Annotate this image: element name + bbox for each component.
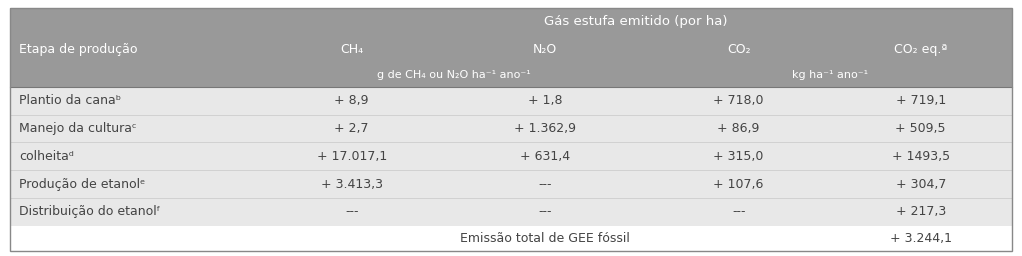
Bar — [10, 8, 261, 36]
Text: Emissão total de GEE fóssil: Emissão total de GEE fóssil — [460, 232, 631, 245]
Text: + 315,0: + 315,0 — [713, 150, 763, 163]
Text: g de CH₄ ou N₂O ha⁻¹ ano⁻¹: g de CH₄ ou N₂O ha⁻¹ ano⁻¹ — [377, 70, 531, 80]
Bar — [261, 36, 443, 63]
Bar — [10, 170, 261, 198]
Text: ---: --- — [344, 206, 359, 218]
Text: Distribuição do etanolᶠ: Distribuição do etanolᶠ — [19, 206, 160, 218]
Text: + 719,1: + 719,1 — [895, 94, 945, 107]
Text: + 631,4: + 631,4 — [520, 150, 570, 163]
Bar — [10, 198, 261, 226]
Bar — [261, 226, 443, 251]
Text: + 1493,5: + 1493,5 — [891, 150, 949, 163]
Text: Gás estufa emitido (por ha): Gás estufa emitido (por ha) — [545, 15, 728, 28]
Text: + 3.244,1: + 3.244,1 — [890, 232, 951, 245]
Bar — [443, 36, 648, 63]
Bar — [648, 226, 830, 251]
Bar — [443, 198, 648, 226]
Bar — [261, 8, 1012, 36]
Bar — [648, 36, 830, 63]
Text: ---: --- — [539, 206, 552, 218]
Text: Etapa de produção: Etapa de produção — [19, 43, 138, 56]
Bar — [261, 198, 443, 226]
Bar — [443, 115, 648, 143]
Bar — [830, 143, 1012, 170]
Text: + 509,5: + 509,5 — [895, 122, 946, 135]
Text: + 217,3: + 217,3 — [895, 206, 945, 218]
Bar — [261, 87, 443, 115]
Bar — [648, 115, 830, 143]
Bar — [10, 36, 261, 63]
Text: Produção de etanolᵉ: Produção de etanolᵉ — [19, 178, 146, 191]
Bar — [443, 143, 648, 170]
Bar — [443, 170, 648, 198]
Text: kg ha⁻¹ ano⁻¹: kg ha⁻¹ ano⁻¹ — [792, 70, 868, 80]
Bar — [648, 143, 830, 170]
Text: CO₂: CO₂ — [727, 43, 750, 56]
Text: Plantio da canaᵇ: Plantio da canaᵇ — [19, 94, 122, 107]
Text: CO₂ eq.ª: CO₂ eq.ª — [894, 43, 947, 56]
Bar — [648, 87, 830, 115]
Text: colheitaᵈ: colheitaᵈ — [19, 150, 75, 163]
Bar — [830, 198, 1012, 226]
Bar — [10, 63, 261, 87]
Bar — [443, 87, 648, 115]
Bar — [261, 143, 443, 170]
Bar — [830, 226, 1012, 251]
Bar — [261, 170, 443, 198]
Bar — [648, 63, 1012, 87]
Bar — [648, 198, 830, 226]
Text: + 2,7: + 2,7 — [334, 122, 369, 135]
Text: + 304,7: + 304,7 — [895, 178, 946, 191]
Bar — [443, 226, 648, 251]
Bar — [830, 115, 1012, 143]
Bar — [10, 87, 261, 115]
Text: ---: --- — [539, 178, 552, 191]
Text: N₂O: N₂O — [533, 43, 557, 56]
Bar — [830, 170, 1012, 198]
Text: + 1,8: + 1,8 — [528, 94, 562, 107]
Text: + 1.362,9: + 1.362,9 — [514, 122, 576, 135]
Text: + 86,9: + 86,9 — [717, 122, 759, 135]
Bar — [261, 63, 648, 87]
Bar — [10, 115, 261, 143]
Bar — [261, 115, 443, 143]
Text: CH₄: CH₄ — [340, 43, 363, 56]
Text: + 3.413,3: + 3.413,3 — [321, 178, 382, 191]
Bar — [10, 143, 261, 170]
Text: ---: --- — [732, 206, 745, 218]
Bar — [830, 36, 1012, 63]
Text: + 718,0: + 718,0 — [713, 94, 763, 107]
Bar — [10, 226, 261, 251]
Bar — [648, 170, 830, 198]
Text: Manejo da culturaᶜ: Manejo da culturaᶜ — [19, 122, 137, 135]
Bar — [830, 87, 1012, 115]
Text: + 107,6: + 107,6 — [713, 178, 763, 191]
Text: + 17.017,1: + 17.017,1 — [317, 150, 386, 163]
Text: + 8,9: + 8,9 — [334, 94, 369, 107]
